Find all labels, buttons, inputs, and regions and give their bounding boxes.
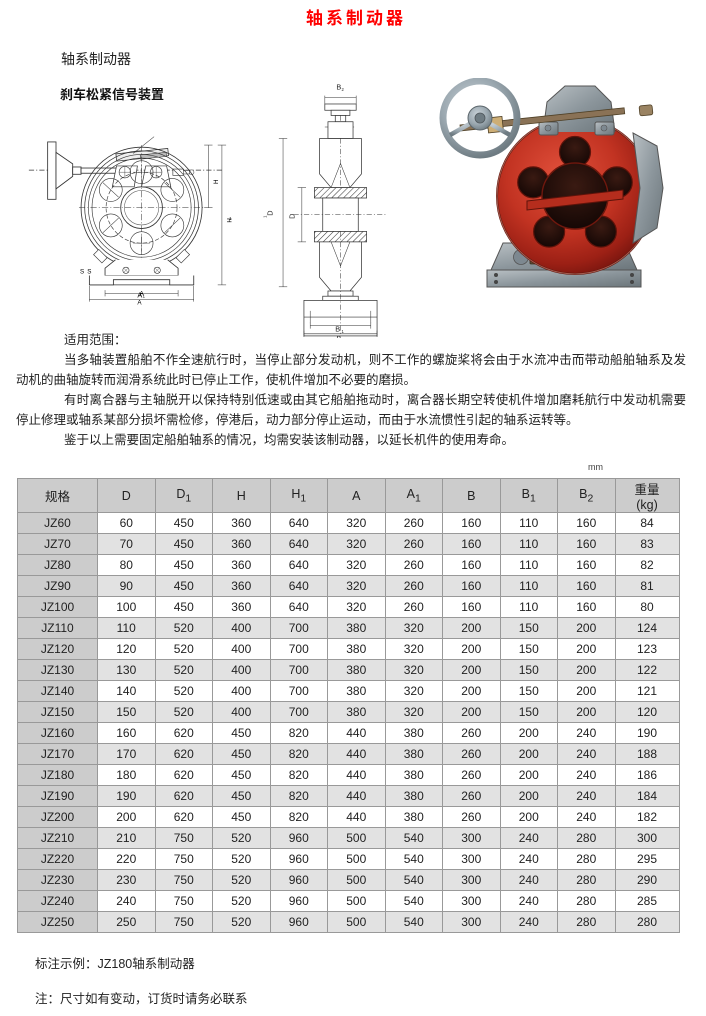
svg-text:S: S bbox=[80, 268, 84, 275]
svg-text:S: S bbox=[87, 268, 91, 275]
svg-text:D: D bbox=[288, 214, 297, 219]
svg-text:A: A bbox=[137, 300, 142, 307]
svg-text:1: 1 bbox=[143, 293, 146, 298]
svg-text:1: 1 bbox=[262, 215, 267, 218]
svg-text:H: H bbox=[212, 180, 219, 185]
svg-text:2: 2 bbox=[342, 87, 345, 92]
